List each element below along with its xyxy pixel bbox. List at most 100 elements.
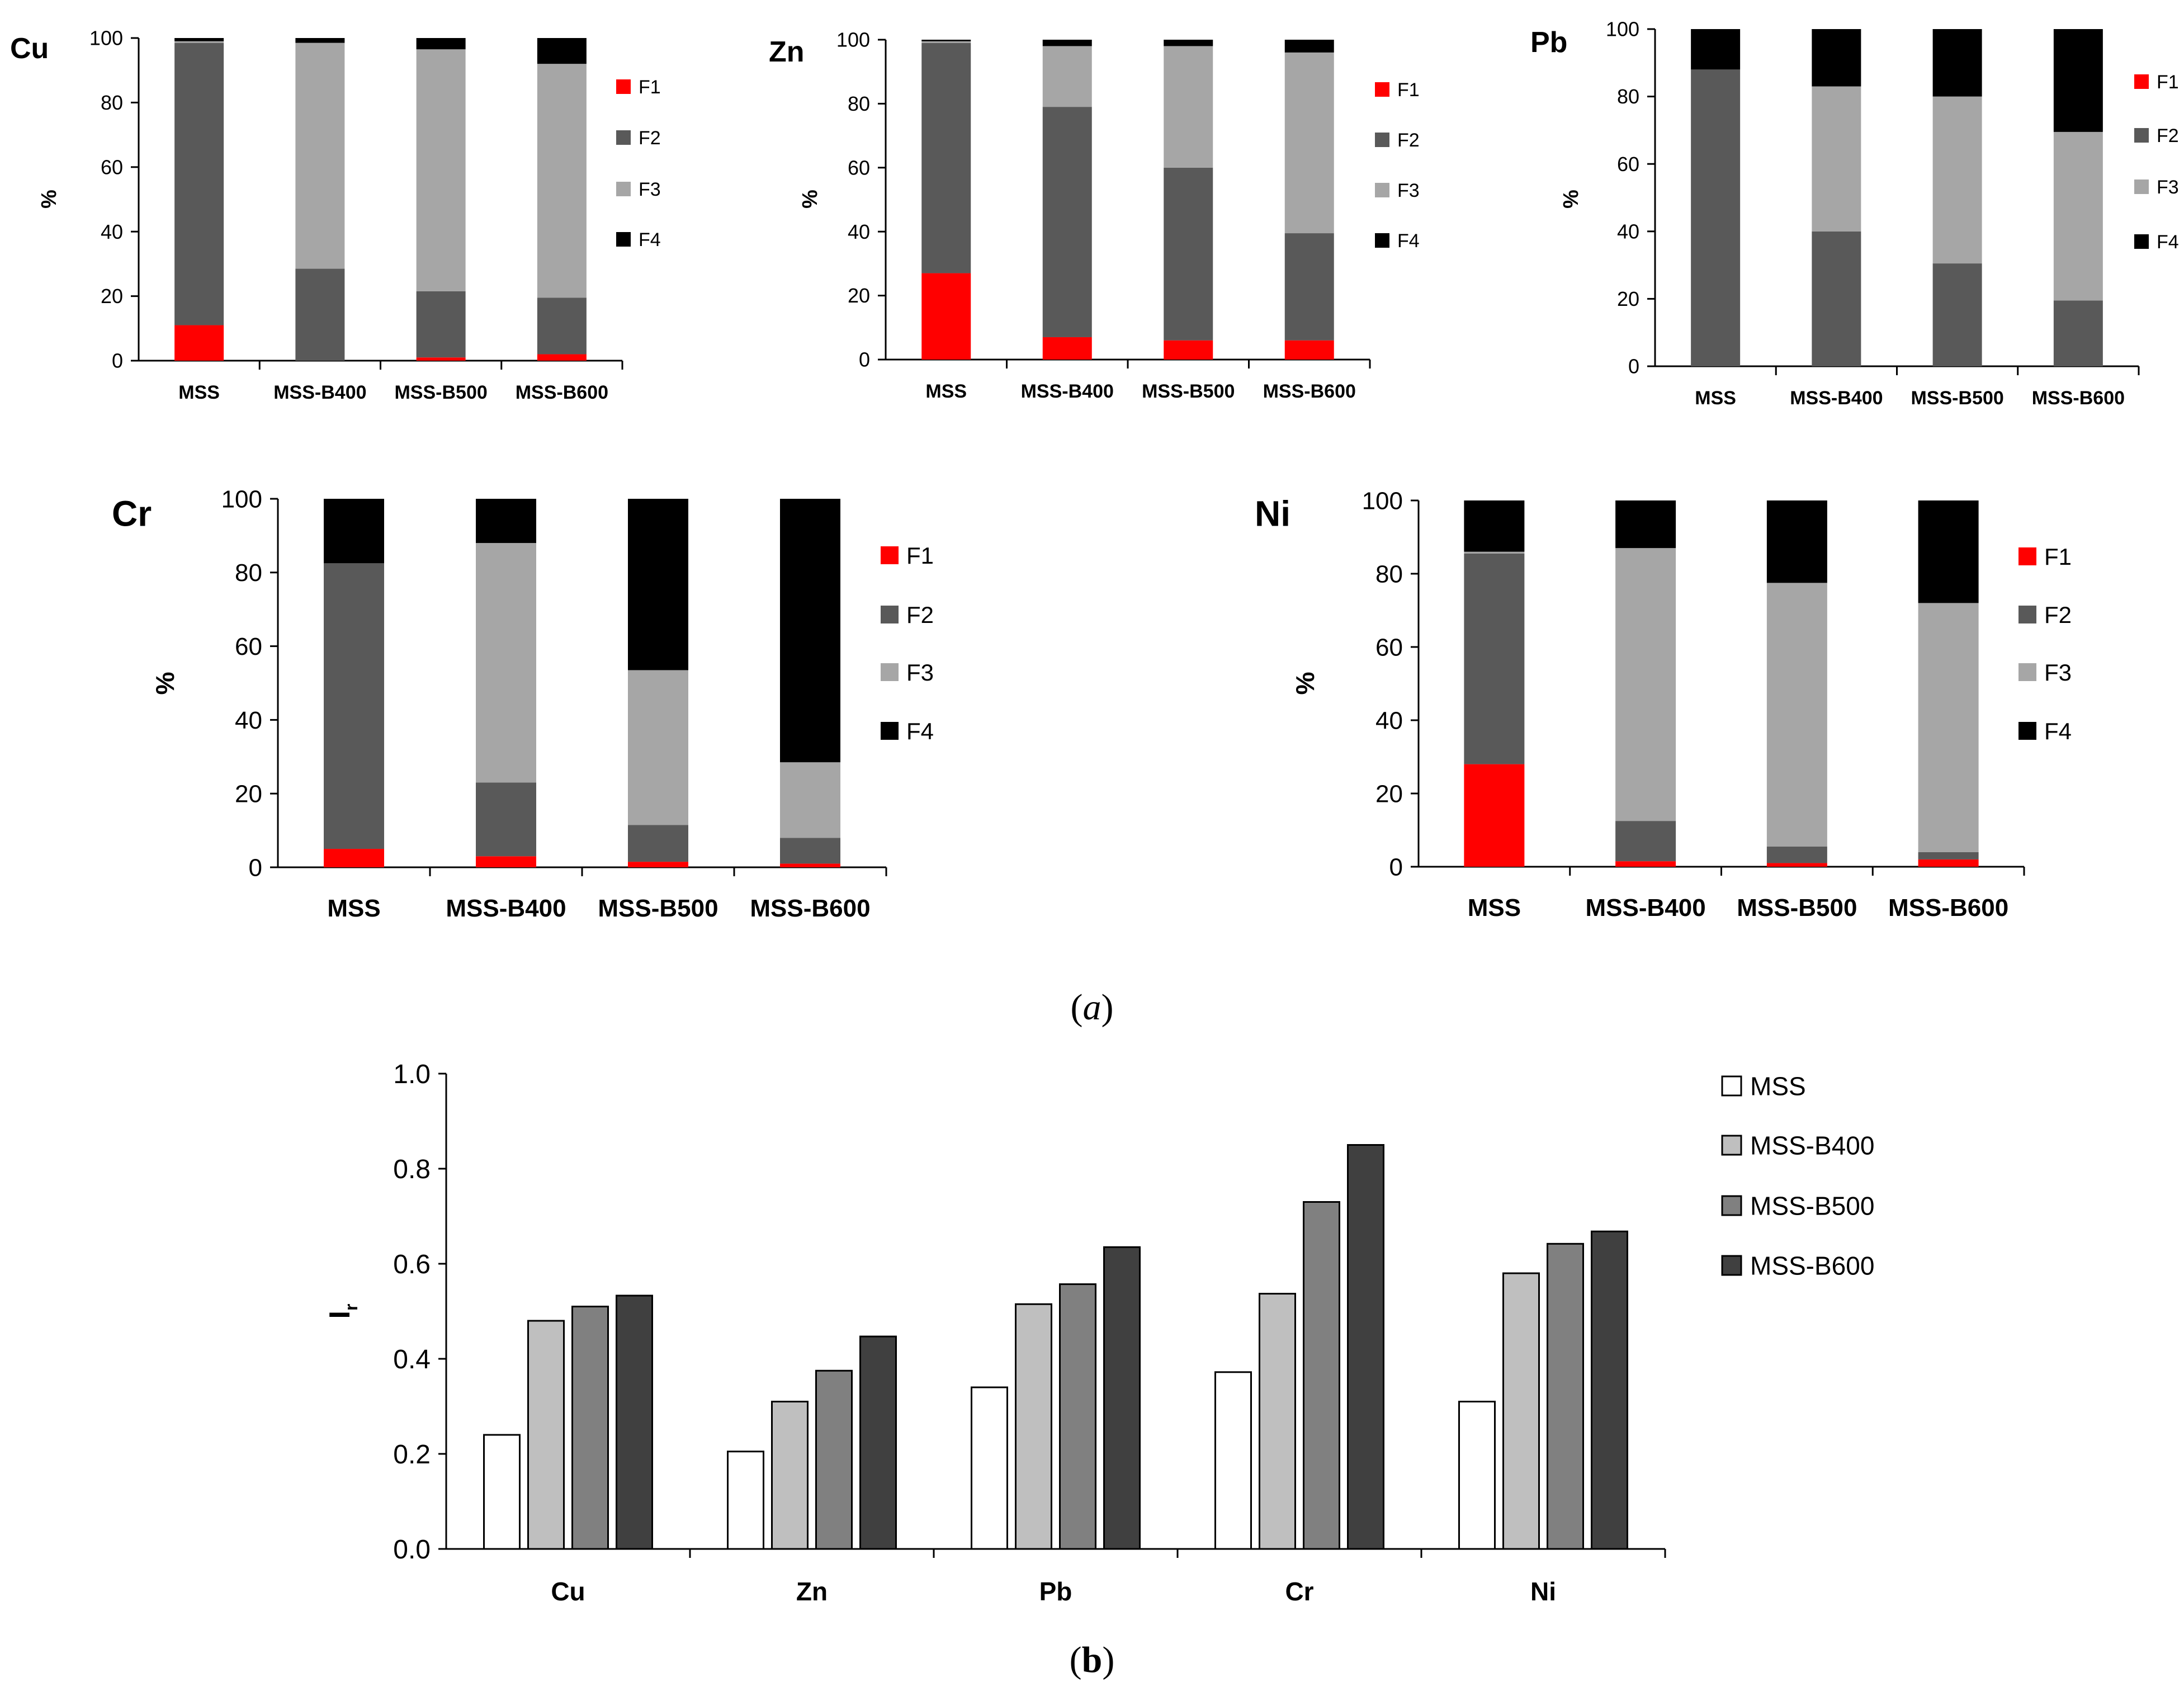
bar-mss-b400 xyxy=(527,1320,565,1550)
caption-a: (a) xyxy=(1071,987,1114,1028)
bar-f4 xyxy=(1812,29,1861,87)
bar-f1 xyxy=(476,856,536,867)
bar-f4 xyxy=(1615,500,1676,549)
bar-f3 xyxy=(921,41,971,43)
bar-f2 xyxy=(1042,107,1092,337)
y-tick-label: 40 xyxy=(101,220,123,243)
category-label: Cu xyxy=(551,1577,585,1606)
bar-f4 xyxy=(1284,40,1334,53)
legend-label: F1 xyxy=(1397,79,1420,101)
category-label: MSS-B500 xyxy=(1142,381,1235,402)
bar-mss-b600 xyxy=(1347,1144,1384,1550)
legend-swatch xyxy=(616,130,631,145)
bar-f4 xyxy=(476,499,536,544)
bar-f2 xyxy=(416,291,466,358)
bar-mss-b600 xyxy=(616,1295,653,1550)
legend-swatch xyxy=(616,182,631,196)
legend-label: MSS-B500 xyxy=(1750,1192,1874,1221)
bar-f2 xyxy=(1932,263,1982,366)
bar-f4 xyxy=(1164,40,1213,46)
bar-f2 xyxy=(1918,852,1979,859)
y-tick-label: 100 xyxy=(1606,18,1639,41)
y-axis-label: % xyxy=(798,190,822,209)
legend-label: F2 xyxy=(2044,602,2072,628)
y-tick-label: 0 xyxy=(1389,853,1403,881)
legend-label: F3 xyxy=(2044,659,2072,686)
legend-label: F1 xyxy=(2044,544,2072,570)
bar-f1 xyxy=(416,357,466,361)
bar-f4 xyxy=(921,40,971,41)
legend-label: F4 xyxy=(2157,232,2179,253)
chart-ni: 0 20 40 60 80 100 MSS MSS-B400 MSS-B500 MSS-B600%… xyxy=(1255,487,2072,922)
y-tick-label: 0 xyxy=(249,854,262,881)
bar-mss-b600 xyxy=(1591,1230,1628,1550)
bar-mss-b400 xyxy=(1015,1303,1052,1550)
y-tick-label: 100 xyxy=(221,485,262,513)
category-label: Zn xyxy=(796,1577,828,1606)
legend-label: F4 xyxy=(2044,718,2072,744)
y-axis-label: % xyxy=(1290,672,1320,695)
legend-swatch xyxy=(881,663,899,681)
legend-label: F1 xyxy=(639,77,661,98)
bar-f4 xyxy=(295,38,345,43)
y-axis-label: % xyxy=(1559,190,1583,209)
bar-f1 xyxy=(174,325,224,361)
bar-f1 xyxy=(1918,859,1979,867)
y-tick-label: 20 xyxy=(235,781,262,808)
y-tick-label: 100 xyxy=(1362,487,1403,514)
category-label: MSS-B400 xyxy=(1790,388,1883,409)
legend-label: F2 xyxy=(639,127,661,149)
bar-mss-b500 xyxy=(571,1306,609,1550)
legend-label: F4 xyxy=(639,229,661,251)
legend-swatch xyxy=(881,546,899,564)
chart-ir: 0.0 0.2 0.4 0.6 0.8 1.0 Cu Zn Pb Cr Ni Ir MSS MSS-B40… xyxy=(324,1060,1874,1606)
category-label: MSS-B400 xyxy=(1586,894,1706,922)
legend-swatch xyxy=(1721,1255,1742,1276)
legend-swatch xyxy=(1375,133,1389,147)
chart-cr: 0 20 40 60 80 100 MSS MSS-B400 MSS-B500 MSS-B600%… xyxy=(112,485,934,922)
bar-f3 xyxy=(1918,603,1979,852)
bar-f1 xyxy=(1042,337,1092,360)
legend-label: F3 xyxy=(2157,177,2179,198)
bar-f3 xyxy=(1766,583,1827,847)
bar-mss-b400 xyxy=(771,1401,809,1550)
bar-f2 xyxy=(2053,300,2103,366)
bar-mss xyxy=(727,1451,764,1550)
bar-f3 xyxy=(537,64,587,298)
legend-label: F1 xyxy=(906,542,934,569)
legend-label: F2 xyxy=(906,602,934,628)
bar-f4 xyxy=(416,38,466,50)
legend-label: F4 xyxy=(1397,230,1420,252)
chart-panels: 0 20 40 60 80 100 MSS MSS-B400 MSS-B500 MSS-B600%… xyxy=(10,18,2179,1606)
bar-f1 xyxy=(537,354,587,361)
bar-mss-b400 xyxy=(1259,1293,1296,1550)
bar-mss-b600 xyxy=(859,1335,897,1550)
y-tick-label: 40 xyxy=(848,220,870,243)
legend-label: MSS-B400 xyxy=(1750,1131,1874,1160)
bar-f1 xyxy=(1164,340,1213,360)
y-tick-label: 40 xyxy=(1617,220,1639,243)
legend-swatch xyxy=(2134,179,2149,194)
bar-f1 xyxy=(628,862,688,867)
category-label: Cr xyxy=(1285,1577,1313,1606)
category-label: MSS xyxy=(1468,894,1521,922)
category-label: MSS-B600 xyxy=(1263,381,1356,402)
legend-label: F2 xyxy=(2157,125,2179,147)
category-label: MSS-B600 xyxy=(1888,894,2008,922)
category-label: MSS-B500 xyxy=(1911,388,2003,409)
y-axis-label: % xyxy=(37,190,61,209)
bar-f1 xyxy=(324,849,384,867)
chart-title: Cr xyxy=(112,493,152,533)
bar-f3 xyxy=(628,670,688,825)
y-tick-label: 20 xyxy=(101,285,123,308)
bar-f2 xyxy=(324,563,384,849)
y-tick-label: 40 xyxy=(1375,707,1403,734)
bar-f3 xyxy=(1164,46,1213,168)
legend-swatch xyxy=(2018,663,2036,681)
bar-f1 xyxy=(1615,861,1676,867)
bar-mss xyxy=(1214,1371,1252,1550)
legend-label: MSS-B600 xyxy=(1750,1251,1874,1281)
y-tick-label: 1.0 xyxy=(393,1060,431,1089)
bar-f4 xyxy=(174,38,224,41)
legend-swatch xyxy=(1375,82,1389,97)
